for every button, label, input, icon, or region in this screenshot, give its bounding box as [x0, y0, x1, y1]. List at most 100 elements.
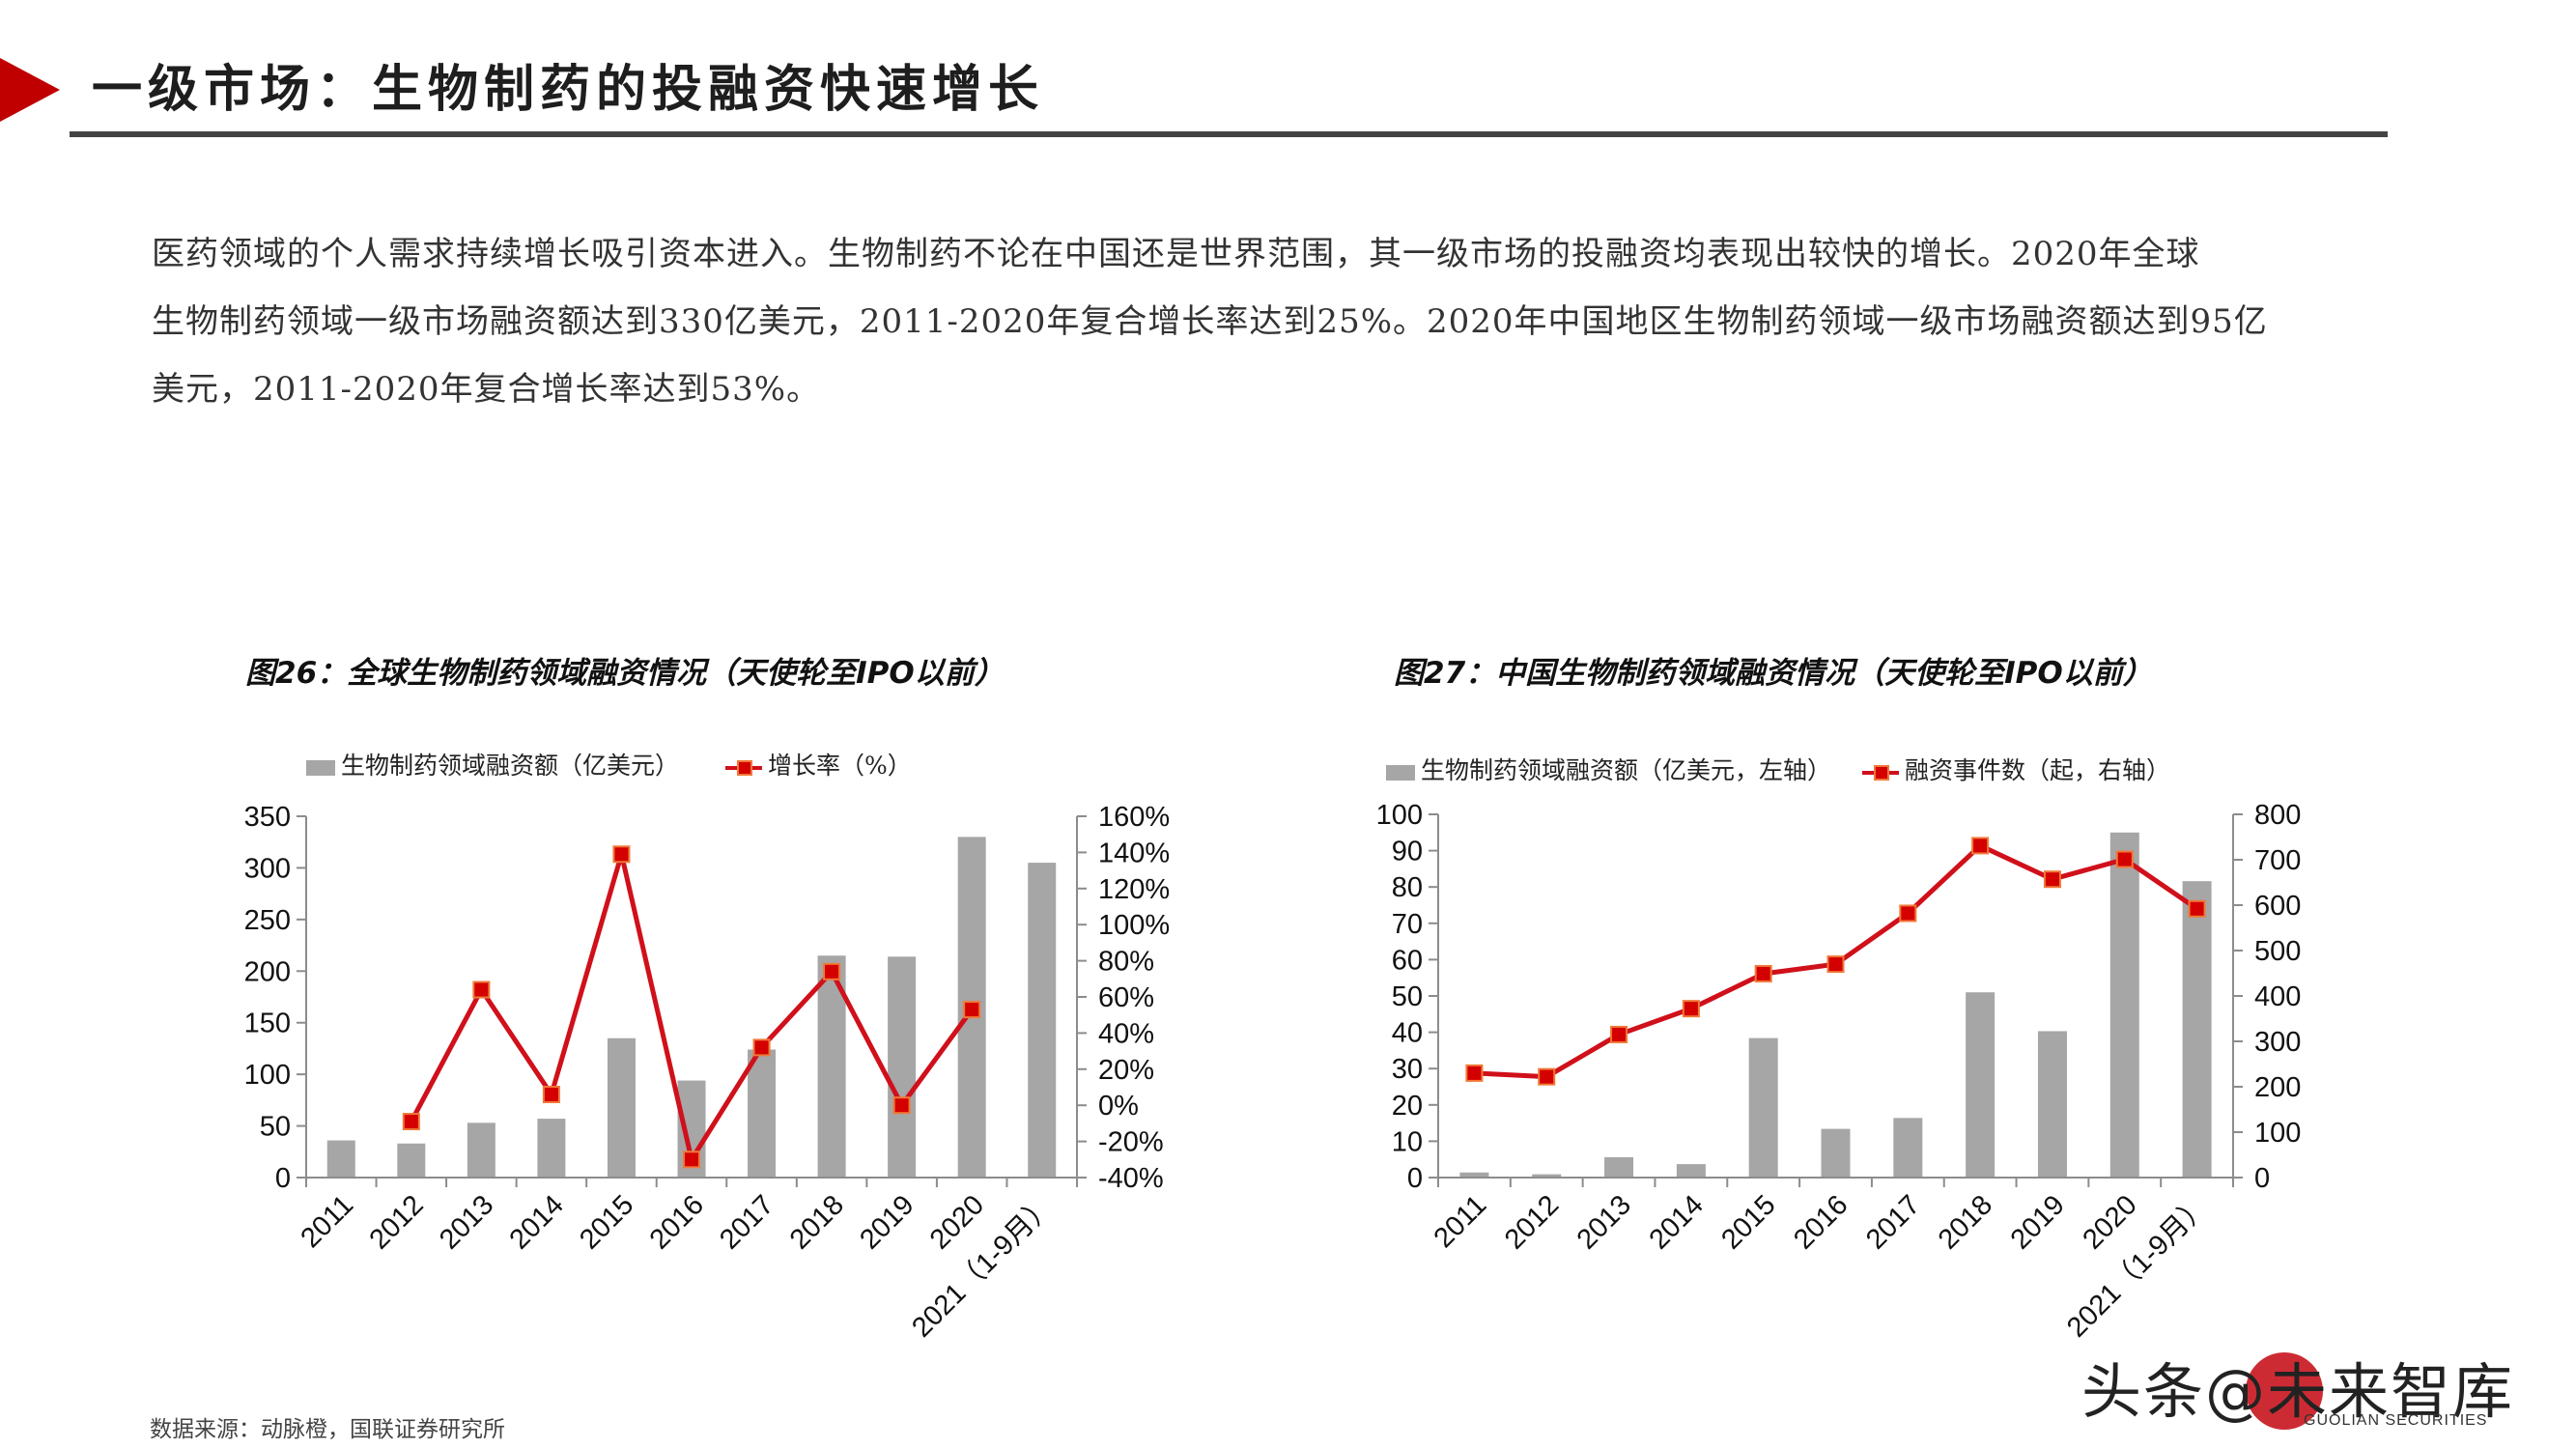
guolian-logo-icon	[2246, 1352, 2323, 1430]
svg-text:0: 0	[275, 1163, 291, 1194]
bar-2011	[326, 1140, 355, 1178]
body-text-line-3: 美元，2011-2020年复合增长率达到53%。	[152, 370, 821, 409]
chart-global-financing: 0 50 100 150 200 250 300 350 -40% -20% 0% 20% 40% 60%…	[244, 802, 1171, 1344]
svg-text:250: 250	[244, 905, 291, 936]
line-marker-icon	[402, 1113, 420, 1131]
line-marker-icon	[752, 1038, 771, 1057]
chart-title-global: 图26：全球生物制药领域融资情况（天使轮至IPO以前）	[245, 656, 1005, 691]
svg-text:2020: 2020	[2077, 1189, 2142, 1255]
svg-text:70: 70	[1392, 909, 1423, 940]
line-marker-icon	[1538, 1067, 1556, 1086]
bar-2012	[1532, 1174, 1562, 1178]
svg-text:0: 0	[2254, 1163, 2270, 1194]
line-marker-icon	[1971, 837, 1990, 855]
svg-text:80%: 80%	[1098, 947, 1154, 978]
bar-2013	[467, 1122, 495, 1178]
bar-2015	[1748, 1037, 1778, 1178]
svg-text:400: 400	[2254, 981, 2301, 1012]
body-text-line-1: 医药领域的个人需求持续增长吸引资本进入。生物制药不论在中国还是世界范围，其一级市…	[152, 235, 2200, 273]
svg-text:2015: 2015	[1715, 1189, 1781, 1255]
chart-legend-global: 生物制药领域融资额（亿美元） 增长率（%）	[306, 752, 950, 781]
line-marker-icon	[1610, 1025, 1628, 1043]
svg-text:300: 300	[244, 853, 291, 884]
svg-text:2014: 2014	[1644, 1189, 1710, 1255]
svg-text:2013: 2013	[1571, 1189, 1637, 1255]
svg-text:90: 90	[1392, 837, 1423, 867]
svg-text:60%: 60%	[1098, 982, 1154, 1013]
line-marker-icon	[612, 845, 631, 864]
bar-2019	[888, 956, 917, 1178]
red-triangle-icon	[0, 58, 60, 122]
watermark: 头条@未来智库 GUOLIAN SECURITIES	[2081, 1343, 2514, 1430]
svg-text:140%: 140%	[1098, 838, 1170, 868]
svg-text:500: 500	[2254, 936, 2301, 967]
line-marker-icon	[2188, 899, 2206, 918]
svg-text:800: 800	[2254, 800, 2301, 831]
svg-text:30: 30	[1392, 1054, 1423, 1085]
line-marker-icon	[823, 962, 841, 980]
bar-2017	[748, 1049, 777, 1178]
svg-text:-20%: -20%	[1098, 1127, 1164, 1158]
bar-2019	[2037, 1031, 2067, 1178]
svg-text:700: 700	[2254, 845, 2301, 876]
svg-text:350: 350	[244, 802, 291, 833]
line-marker-icon	[1682, 1000, 1700, 1018]
data-source-note: 数据来源：动脉橙，国联证券研究所	[150, 1417, 505, 1442]
line-marker-icon	[2043, 870, 2061, 889]
page-title: 一级市场：生物制药的投融资快速增长	[92, 60, 1045, 119]
body-text-line-2: 生物制药领域一级市场融资额达到330亿美元，2011-2020年复合增长率达到2…	[152, 302, 2268, 341]
svg-text:100: 100	[1376, 800, 1423, 831]
title-divider	[70, 131, 2388, 137]
bar-2011	[1459, 1172, 1489, 1178]
legend-item-line: 融资事件数（起，右轴）	[1861, 756, 2170, 785]
bar-2018	[1966, 992, 1996, 1178]
svg-text:150: 150	[244, 1009, 291, 1039]
legend-item-bar: 生物制药领域融资额（亿美元）	[306, 752, 679, 781]
svg-text:40%: 40%	[1098, 1018, 1154, 1049]
line-marker-icon	[1465, 1064, 1484, 1082]
svg-text:10: 10	[1392, 1126, 1423, 1157]
svg-text:100: 100	[2254, 1118, 2301, 1149]
legend-label-line: 增长率（%）	[767, 752, 912, 780]
svg-text:100: 100	[244, 1060, 291, 1091]
svg-text:-40%: -40%	[1098, 1163, 1164, 1194]
svg-text:2016: 2016	[1788, 1189, 1854, 1255]
bar-swatch-icon	[1386, 764, 1415, 781]
legend-item-bar: 生物制药领域融资额（亿美元，左轴）	[1386, 756, 1831, 785]
watermark-text: 头条@未来智库	[2081, 1356, 2515, 1427]
bar-2015	[607, 1037, 636, 1178]
svg-text:2011: 2011	[1429, 1189, 1493, 1254]
line-marker-icon	[892, 1096, 911, 1115]
svg-text:200: 200	[2254, 1072, 2301, 1103]
svg-text:300: 300	[2254, 1027, 2301, 1058]
bar-2017	[1893, 1118, 1923, 1178]
line-marker-icon	[1861, 764, 1899, 781]
svg-text:120%: 120%	[1098, 874, 1170, 905]
legend-label-bar: 生物制药领域融资额（亿美元）	[341, 752, 680, 780]
svg-text:50: 50	[1392, 981, 1423, 1012]
bar-2020	[2109, 832, 2139, 1178]
bar-2016	[1821, 1128, 1851, 1178]
bar-2021（1-9月）	[1028, 863, 1057, 1178]
bar-swatch-icon	[306, 759, 335, 776]
line-marker-icon	[1899, 904, 1917, 923]
svg-text:0%: 0%	[1098, 1091, 1139, 1122]
bar-2013	[1604, 1156, 1634, 1178]
legend-item-line: 增长率（%）	[724, 752, 912, 781]
line-marker-icon	[683, 1151, 700, 1169]
svg-text:2019: 2019	[2005, 1189, 2071, 1255]
svg-text:0: 0	[1407, 1163, 1423, 1194]
svg-text:200: 200	[244, 956, 291, 987]
line-marker-icon	[472, 980, 491, 999]
legend-label-line: 融资事件数（起，右轴）	[1904, 756, 2170, 784]
bar-2014	[1676, 1164, 1706, 1178]
svg-text:20%: 20%	[1098, 1055, 1154, 1086]
watermark-subtext: GUOLIAN SECURITIES	[2304, 1412, 2488, 1429]
line-marker-icon	[2115, 850, 2134, 868]
svg-text:60: 60	[1392, 945, 1423, 976]
bar-2021（1-9月）	[2182, 881, 2212, 1178]
legend-label-bar: 生物制药领域融资额（亿美元，左轴）	[1421, 756, 1832, 784]
line-marker-icon	[542, 1085, 560, 1103]
line-marker-icon	[1754, 964, 1772, 982]
chart-legend-china: 生物制药领域融资额（亿美元，左轴） 融资事件数（起，右轴）	[1386, 756, 2209, 785]
